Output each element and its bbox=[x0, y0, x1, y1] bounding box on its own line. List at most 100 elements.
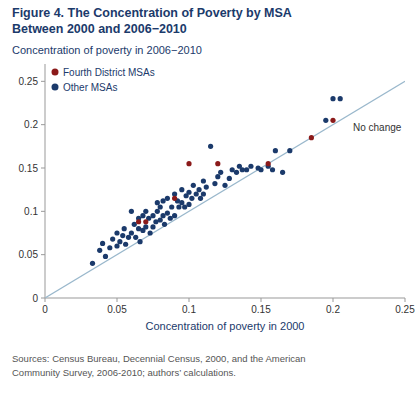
point bbox=[309, 135, 314, 140]
point bbox=[280, 170, 285, 175]
x-tick-label: 0.2 bbox=[326, 304, 340, 315]
x-tick-label: 0.05 bbox=[107, 304, 127, 315]
chart: Figure 4. The Concentration of Poverty b… bbox=[0, 0, 420, 394]
point bbox=[114, 230, 119, 235]
point bbox=[330, 96, 335, 101]
point bbox=[186, 202, 191, 207]
point bbox=[266, 161, 271, 166]
point bbox=[110, 236, 115, 241]
footer-line: Sources: Census Bureau, Decennial Census… bbox=[12, 353, 306, 364]
x-tick bbox=[261, 298, 262, 302]
point bbox=[160, 213, 165, 218]
point bbox=[150, 224, 155, 229]
point bbox=[172, 196, 177, 201]
point bbox=[179, 187, 184, 192]
point bbox=[143, 219, 148, 224]
point bbox=[107, 245, 112, 250]
point bbox=[191, 183, 196, 188]
point bbox=[194, 191, 199, 196]
legend-label: Fourth District MSAs bbox=[63, 67, 155, 78]
y-axis-label: Concentration of poverty in 2006−2010 bbox=[12, 44, 202, 56]
point bbox=[114, 243, 119, 248]
point bbox=[129, 209, 134, 214]
series bbox=[136, 118, 336, 225]
title-line: Between 2000 and 2006−2010 bbox=[12, 22, 187, 36]
point bbox=[201, 178, 206, 183]
title-line: Figure 4. The Concentration of Poverty b… bbox=[12, 6, 292, 20]
point bbox=[182, 204, 187, 209]
x-axis-label: Concentration of poverty in 2000 bbox=[146, 320, 305, 332]
x-axis-line bbox=[45, 298, 405, 299]
point bbox=[230, 167, 235, 172]
point bbox=[168, 216, 173, 221]
x-tick bbox=[117, 298, 118, 302]
y-tick bbox=[41, 124, 45, 125]
y-tick bbox=[41, 81, 45, 82]
point bbox=[330, 118, 335, 123]
point bbox=[338, 96, 343, 101]
y-tick-label: 0.15 bbox=[19, 163, 39, 174]
point bbox=[244, 167, 249, 172]
point bbox=[165, 210, 170, 215]
series bbox=[90, 96, 343, 266]
point bbox=[222, 183, 227, 188]
y-tick-label: 0 bbox=[32, 293, 38, 304]
plot-area bbox=[45, 81, 405, 298]
point bbox=[97, 248, 102, 253]
point bbox=[155, 209, 160, 214]
x-tick bbox=[45, 298, 46, 302]
point bbox=[90, 261, 95, 266]
point bbox=[212, 181, 217, 186]
point bbox=[155, 200, 160, 205]
y-tick-label: 0.05 bbox=[19, 249, 39, 260]
legend: Fourth District MSAs Other MSAs bbox=[52, 67, 155, 93]
x-tick bbox=[405, 298, 406, 302]
point bbox=[169, 204, 174, 209]
point bbox=[158, 217, 163, 222]
x-tick bbox=[189, 298, 190, 302]
x-tick bbox=[333, 298, 334, 302]
footer-line: Community Survey, 2006-2010; authors’ ca… bbox=[12, 367, 236, 378]
point bbox=[172, 213, 177, 218]
point bbox=[140, 213, 145, 218]
point bbox=[165, 196, 170, 201]
y-tick-label: 0.25 bbox=[19, 76, 39, 87]
point bbox=[117, 239, 122, 244]
point bbox=[148, 230, 153, 235]
point bbox=[204, 184, 209, 189]
y-tick bbox=[41, 211, 45, 212]
point bbox=[120, 233, 125, 238]
x-tick-label: 0.1 bbox=[182, 304, 196, 315]
point bbox=[186, 161, 191, 166]
point bbox=[133, 235, 138, 240]
footer: Sources: Census Bureau, Decennial Census… bbox=[12, 353, 306, 378]
y-tick-label: 0.2 bbox=[24, 119, 38, 130]
x-tick-label: 0 bbox=[42, 304, 48, 315]
point bbox=[273, 148, 278, 153]
point bbox=[234, 170, 239, 175]
y-tick bbox=[41, 298, 45, 299]
legend-marker bbox=[52, 69, 59, 76]
point bbox=[201, 191, 206, 196]
point bbox=[143, 209, 148, 214]
point bbox=[162, 222, 167, 227]
point bbox=[248, 164, 253, 169]
legend-label: Other MSAs bbox=[63, 82, 117, 93]
point bbox=[132, 222, 137, 227]
point bbox=[215, 174, 220, 179]
point bbox=[179, 200, 184, 205]
point bbox=[186, 190, 191, 195]
point bbox=[100, 241, 105, 246]
point bbox=[137, 239, 142, 244]
y-axis-line bbox=[45, 64, 46, 298]
y-tick-label: 0.1 bbox=[24, 206, 38, 217]
point bbox=[103, 254, 108, 259]
point bbox=[176, 204, 181, 209]
point bbox=[143, 224, 148, 229]
no-change-line bbox=[45, 81, 405, 298]
point bbox=[158, 204, 163, 209]
point bbox=[323, 118, 328, 123]
point bbox=[215, 161, 220, 166]
point bbox=[287, 148, 292, 153]
x-tick-label: 0.15 bbox=[251, 304, 271, 315]
